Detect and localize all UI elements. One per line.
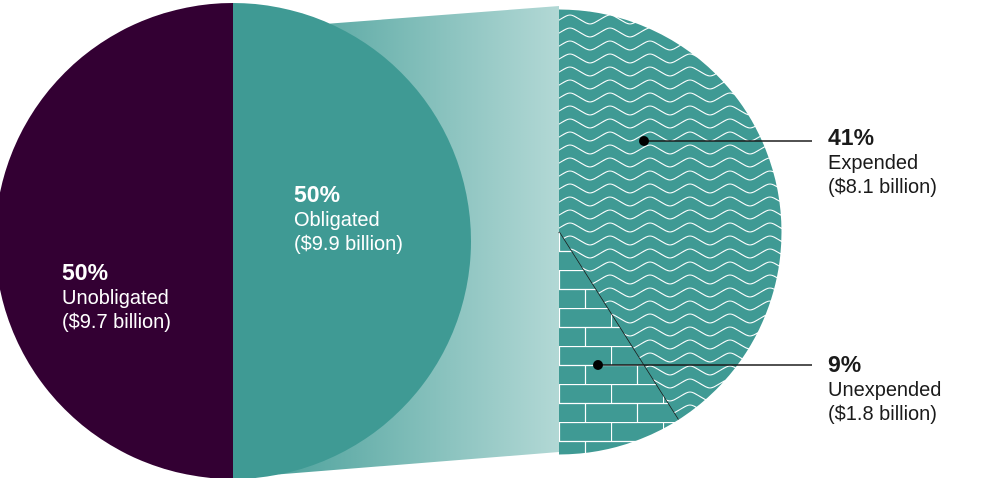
unexpended-amount: ($1.8 billion) <box>828 403 937 426</box>
unexpended-name: Unexpended <box>828 379 942 402</box>
unobligated-name: Unobligated <box>62 287 169 310</box>
unobligated-amount: ($9.7 billion) <box>62 311 171 334</box>
expended-amount: ($8.1 billion) <box>828 176 937 199</box>
main-slice-obligated <box>233 3 471 478</box>
obligated-label: 50% Obligated ($9.9 billion) <box>294 180 403 257</box>
unexpended-percent: 9% <box>828 351 862 377</box>
main-slice-unobligated <box>0 3 233 478</box>
obligated-name: Obligated <box>294 209 380 232</box>
obligated-amount: ($9.9 billion) <box>294 233 403 256</box>
obligated-percent: 50% <box>294 181 341 207</box>
expended-percent: 41% <box>828 124 875 150</box>
expended-leader-dot <box>639 136 649 146</box>
breakdown-outline <box>558 8 783 456</box>
unobligated-label: 50% Unobligated ($9.7 billion) <box>62 258 171 335</box>
breakdown-slice-expended <box>559 9 783 421</box>
unexpended-leader-dot <box>593 360 603 370</box>
unexpended-label: 9% Unexpended ($1.8 billion) <box>828 350 941 427</box>
unobligated-percent: 50% <box>62 259 109 285</box>
breakdown-slice-unexpended <box>559 232 679 455</box>
expended-label: 41% Expended ($8.1 billion) <box>828 123 937 200</box>
expended-name: Expended <box>828 152 919 175</box>
